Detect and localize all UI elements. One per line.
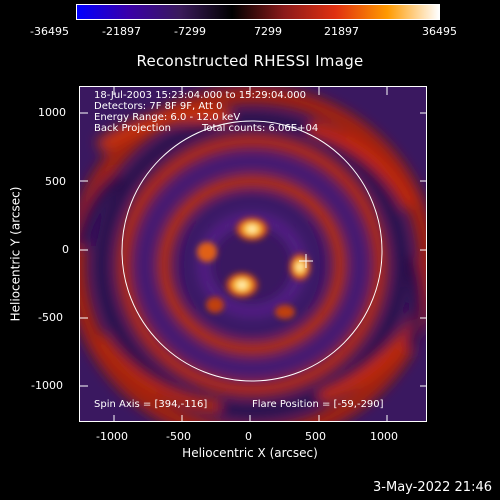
x-tick: 1000 <box>370 430 398 443</box>
colorbar-tick: 21897 <box>324 25 359 38</box>
colorbar-tick: 36495 <box>422 25 457 38</box>
colorbar-tick: 7299 <box>254 25 282 38</box>
time-range-text: 18-Jul-2003 15:23:04.000 to 15:29:04.000 <box>94 90 306 101</box>
colorbar-tick: -21897 <box>102 25 141 38</box>
colorbar-tick: -36495 <box>30 25 69 38</box>
method-text: Back Projection <box>94 123 171 134</box>
y-tick: -500 <box>38 311 63 324</box>
detectors-text: Detectors: 7F 8F 9F, Att 0 <box>94 101 223 112</box>
axis-ticks <box>80 87 426 421</box>
y-axis-label: Heliocentric Y (arcsec) <box>8 186 23 322</box>
x-tick: 500 <box>305 430 326 443</box>
spin-axis-text: Spin Axis = [394,-116] <box>94 399 208 410</box>
plot-title: Reconstructed RHESSI Image <box>136 52 364 70</box>
x-tick: -500 <box>166 430 191 443</box>
y-tick: 500 <box>45 175 66 188</box>
rhessi-image <box>80 87 426 421</box>
x-tick: 0 <box>245 430 252 443</box>
footer-date: 3-May-2022 21:46 <box>373 480 492 495</box>
flare-position-marker <box>299 254 313 268</box>
energy-range-text: Energy Range: 6.0 - 12.0 keV <box>94 112 241 123</box>
total-counts-text: Total counts: 6.06E+04 <box>202 123 319 134</box>
colorbar-tick: -7299 <box>174 25 206 38</box>
y-tick: -1000 <box>31 379 63 392</box>
solar-limb-circle <box>121 120 383 382</box>
colorbar <box>76 4 440 20</box>
x-tick: -1000 <box>96 430 128 443</box>
x-axis-label: Heliocentric X (arcsec) <box>182 446 318 460</box>
y-tick: 0 <box>62 243 69 256</box>
y-tick: 1000 <box>38 106 66 119</box>
flare-position-text: Flare Position = [-59,-290] <box>252 399 384 410</box>
image-plot-area: 18-Jul-2003 15:23:04.000 to 15:29:04.000… <box>79 86 427 422</box>
